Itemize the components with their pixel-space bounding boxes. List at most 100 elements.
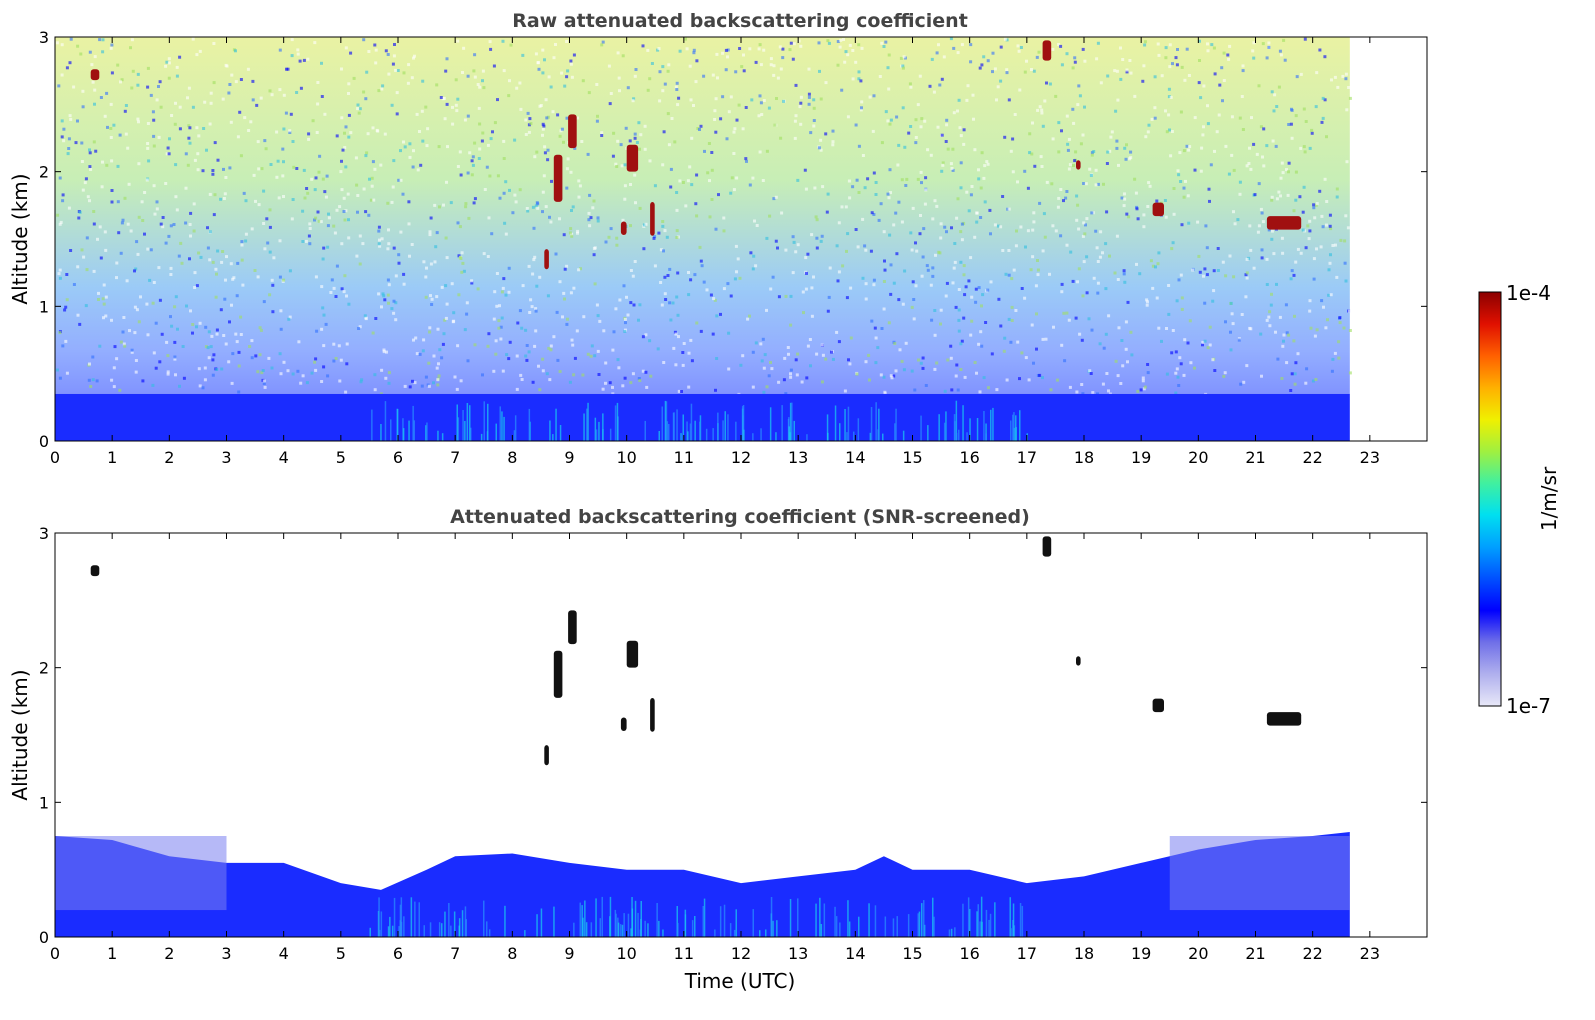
- colorbar: 1e-4 1e-7 1/m/sr: [1478, 281, 1561, 718]
- x-tick-label: 16: [959, 448, 979, 467]
- x-tick-label: 12: [731, 944, 751, 963]
- x-tick-label: 5: [336, 448, 346, 467]
- x-tick-label: 13: [788, 448, 808, 467]
- x-tick-label: 1: [107, 944, 117, 963]
- cloud-feature: [1266, 216, 1302, 230]
- x-tick-label: 21: [1245, 944, 1265, 963]
- x-tick-label: 6: [393, 944, 403, 963]
- x-tick-label: 0: [50, 448, 60, 467]
- cloud-feature: [553, 650, 563, 698]
- cloud-feature: [1042, 40, 1052, 61]
- panel2-ylabel: Altitude (km): [8, 669, 32, 800]
- panel1-title: Raw attenuated backscattering coefficien…: [512, 10, 968, 32]
- x-tick-label: 21: [1245, 448, 1265, 467]
- panel1-data-layer: [55, 37, 1352, 441]
- x-tick-label: 2: [164, 944, 174, 963]
- x-tick-label: 17: [1017, 448, 1037, 467]
- x-tick-label: 6: [393, 448, 403, 467]
- snr-screened-panel: Attenuated backscattering coefficient (S…: [8, 506, 1428, 993]
- y-tick-label: 3: [39, 524, 49, 543]
- x-tick-label: 5: [336, 944, 346, 963]
- x-tick-label: 19: [1131, 944, 1151, 963]
- cloud-feature: [626, 144, 639, 172]
- cloud-feature: [1152, 698, 1164, 713]
- colorbar-max-label: 1e-4: [1506, 281, 1551, 305]
- colorbar-min-label: 1e-7: [1506, 694, 1551, 718]
- x-tick-label: 11: [674, 944, 694, 963]
- x-tick-label: 2: [164, 448, 174, 467]
- noise-speckle: [55, 37, 1352, 396]
- cloud-feature: [1266, 712, 1302, 726]
- x-tick-label: 23: [1360, 448, 1380, 467]
- cloud-feature: [1042, 536, 1052, 557]
- x-tick-label: 20: [1188, 944, 1208, 963]
- x-tick-label: 9: [564, 944, 574, 963]
- y-tick-label: 1: [39, 793, 49, 812]
- cloud-feature: [1076, 656, 1081, 666]
- cloud-feature: [626, 640, 639, 668]
- x-tick-label: 9: [564, 448, 574, 467]
- x-tick-label: 14: [845, 944, 865, 963]
- x-tick-label: 15: [902, 944, 922, 963]
- x-tick-label: 16: [959, 944, 979, 963]
- y-tick-label: 2: [39, 659, 49, 678]
- x-tick-label: 22: [1302, 448, 1322, 467]
- x-tick-label: 15: [902, 448, 922, 467]
- y-tick-label: 1: [39, 297, 49, 316]
- x-tick-label: 3: [221, 944, 231, 963]
- x-tick-label: 7: [450, 944, 460, 963]
- x-tick-label: 8: [507, 944, 517, 963]
- cloud-feature: [553, 154, 563, 202]
- y-tick-label: 3: [39, 28, 49, 47]
- cloud-feature: [568, 610, 577, 645]
- x-tick-label: 13: [788, 944, 808, 963]
- panel2-ticks: 0 1 2 3 4 5 6 7 8 9 10 11 12 13 14 15 16 17 18 19 20 21 22 2301…: [39, 524, 1427, 963]
- x-tick-label: 22: [1302, 944, 1322, 963]
- boundary-layer-light-left: [55, 836, 227, 911]
- panel1-ticks: 0 1 2 3 4 5 6 7 8 9 10 11 12 13 14 15 16 17 18 19 20 21 22 2301…: [39, 28, 1427, 467]
- x-tick-label: 1: [107, 448, 117, 467]
- x-tick-label: 0: [50, 944, 60, 963]
- x-tick-label: 23: [1360, 944, 1380, 963]
- colorbar-scale: [1478, 291, 1502, 707]
- x-tick-label: 8: [507, 448, 517, 467]
- panel2-data-layer: [55, 536, 1350, 937]
- cloud-feature: [1152, 202, 1164, 217]
- x-tick-label: 20: [1188, 448, 1208, 467]
- x-tick-label: 14: [845, 448, 865, 467]
- x-tick-label: 4: [279, 448, 289, 467]
- cloud-feature: [650, 698, 655, 732]
- x-tick-label: 7: [450, 448, 460, 467]
- y-tick-label: 0: [39, 432, 49, 451]
- colorbar-unit-label: 1/m/sr: [1537, 466, 1561, 531]
- boundary-layer-light-right: [1169, 836, 1350, 911]
- cloud-feature: [568, 114, 577, 149]
- x-tick-label: 18: [1074, 448, 1094, 467]
- cloud-feature: [620, 717, 627, 731]
- boundary-layer: [55, 393, 1350, 441]
- surface-streaks: [371, 400, 1028, 441]
- raw-backscatter-panel: Raw attenuated backscattering coefficien…: [8, 10, 1428, 467]
- cloud-feature: [1076, 160, 1081, 170]
- x-tick-label: 12: [731, 448, 751, 467]
- panel2-title: Attenuated backscattering coefficient (S…: [450, 506, 1030, 528]
- x-tick-label: 10: [616, 448, 636, 467]
- x-tick-label: 19: [1131, 448, 1151, 467]
- panel2-xlabel: Time (UTC): [684, 969, 796, 993]
- x-tick-label: 3: [221, 448, 231, 467]
- panel1-ylabel: Altitude (km): [8, 173, 32, 304]
- cloud-feature: [650, 202, 655, 236]
- x-tick-label: 4: [279, 944, 289, 963]
- cloud-feature: [90, 69, 100, 81]
- x-tick-label: 10: [616, 944, 636, 963]
- cloud-feature: [620, 221, 627, 235]
- boundary-layer: [55, 832, 1350, 937]
- y-tick-label: 0: [39, 928, 49, 947]
- cloud-feature: [544, 249, 549, 270]
- x-tick-label: 17: [1017, 944, 1037, 963]
- y-tick-label: 2: [39, 163, 49, 182]
- x-tick-label: 18: [1074, 944, 1094, 963]
- surface-streaks: [369, 896, 1024, 937]
- x-tick-label: 11: [674, 448, 694, 467]
